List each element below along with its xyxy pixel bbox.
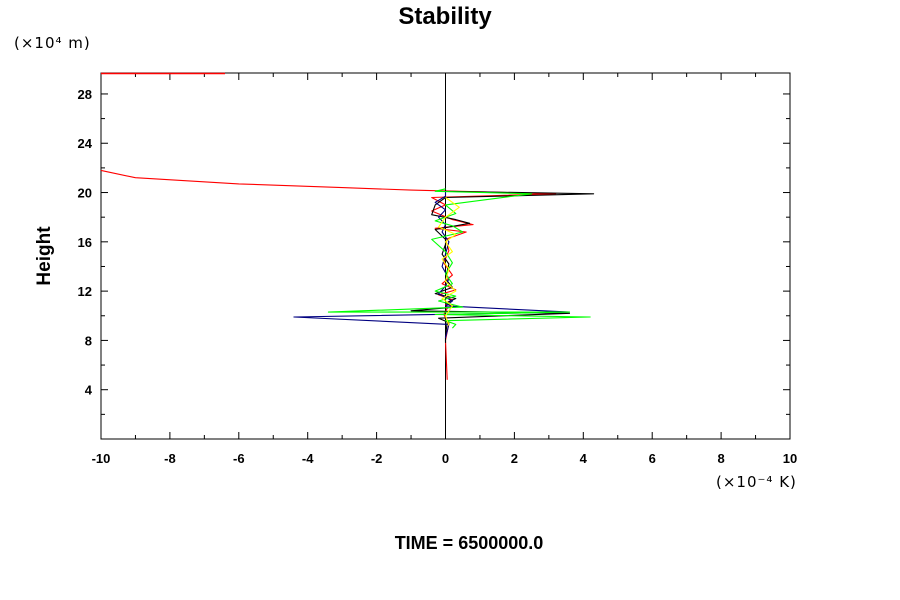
x-tick-label: -8 <box>164 451 176 466</box>
x-axis-unit: (×10⁻⁴ K) <box>716 473 797 491</box>
x-tick-label: -2 <box>371 451 383 466</box>
series-line-0 <box>100 169 557 380</box>
x-tick-label: 2 <box>511 451 518 466</box>
y-tick-label: 12 <box>78 284 92 299</box>
y-axis-label: Height <box>34 226 55 286</box>
x-tick-label: 8 <box>717 451 724 466</box>
x-tick-label: -10 <box>92 451 111 466</box>
y-tick-label: 8 <box>85 333 92 348</box>
y-tick-label: 28 <box>78 87 92 102</box>
y-tick-label: 24 <box>78 136 93 151</box>
y-tick-label: 16 <box>78 235 92 250</box>
x-tick-label: 4 <box>580 451 588 466</box>
x-tick-label: 6 <box>649 451 656 466</box>
time-annotation: TIME = 6500000.0 <box>395 533 544 553</box>
series-line-4 <box>438 197 460 326</box>
x-tick-label: -6 <box>233 451 245 466</box>
chart-title: Stability <box>398 3 492 30</box>
series-line-3 <box>327 188 591 329</box>
x-tick-label: -4 <box>302 451 314 466</box>
y-tick-label: 20 <box>78 186 92 201</box>
y-tick-label: 4 <box>85 383 93 398</box>
y-axis-unit: (×10⁴ m) <box>14 34 91 52</box>
x-tick-label: 10 <box>783 451 797 466</box>
x-tick-label: 0 <box>442 451 449 466</box>
series-line-1 <box>410 188 595 343</box>
